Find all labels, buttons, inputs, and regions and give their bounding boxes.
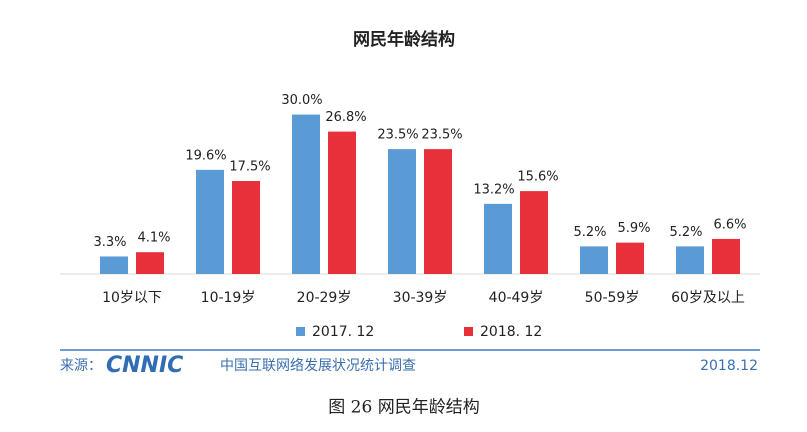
x-tick-label: 50-59岁 — [585, 290, 640, 306]
bar — [520, 191, 548, 274]
data-label: 23.5% — [421, 128, 462, 143]
bar — [484, 203, 512, 274]
bar — [292, 114, 320, 274]
data-label: 5.9% — [617, 221, 650, 236]
x-tick-label: 60岁及以上 — [671, 290, 745, 306]
bar — [424, 149, 452, 274]
footer-survey: 中国互联网络发展状况统计调查 — [220, 358, 416, 374]
caption: 图 26 网民年龄结构 — [328, 398, 479, 418]
data-label: 3.3% — [93, 235, 126, 250]
chart-title: 网民年龄结构 — [353, 29, 455, 50]
data-label: 15.6% — [517, 170, 558, 185]
legend-label: 2018. 12 — [480, 324, 542, 340]
data-label: 23.5% — [377, 128, 418, 143]
bar — [676, 246, 704, 274]
data-label: 19.6% — [185, 148, 226, 163]
footer-date: 2018.12 — [700, 358, 758, 374]
bar — [328, 131, 356, 274]
bar — [388, 149, 416, 274]
legend-swatch — [464, 327, 473, 336]
bar — [712, 238, 740, 274]
bar — [196, 169, 224, 274]
data-label: 4.1% — [137, 231, 170, 246]
data-label: 6.6% — [713, 217, 746, 232]
x-tick-label: 30-39岁 — [393, 290, 448, 306]
bar — [580, 246, 608, 274]
legend-swatch — [296, 327, 305, 336]
footer-source: 来源： — [60, 358, 102, 374]
data-label: 13.2% — [473, 182, 514, 197]
x-tick-label: 10-19岁 — [201, 290, 256, 306]
footer-logo: CNNIC — [106, 353, 183, 378]
x-tick-label: 40-49岁 — [489, 290, 544, 306]
data-label: 5.2% — [669, 225, 702, 240]
legend-label: 2017. 12 — [312, 324, 374, 340]
bar — [616, 242, 644, 274]
data-label: 17.5% — [229, 160, 270, 175]
bar — [232, 181, 260, 274]
data-label: 30.0% — [281, 93, 322, 108]
data-label: 26.8% — [325, 110, 366, 125]
x-tick-label: 20-29岁 — [297, 290, 352, 306]
bar — [100, 256, 128, 274]
x-tick-label: 10岁以下 — [102, 290, 162, 306]
bar — [136, 252, 164, 274]
data-label: 5.2% — [573, 225, 606, 240]
